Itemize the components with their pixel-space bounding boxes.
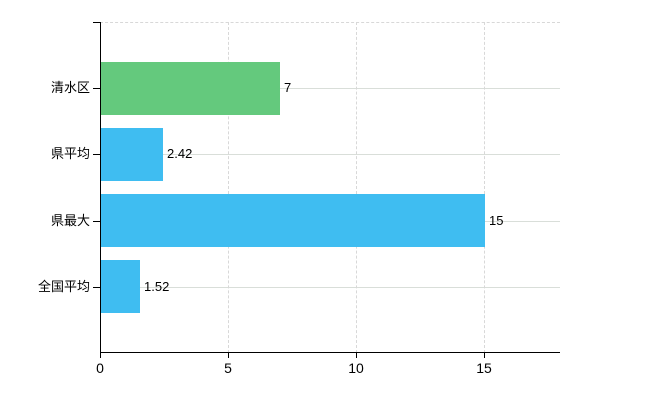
y-axis-end-tick [93, 22, 100, 23]
y-tick [93, 287, 100, 288]
category-label-全国平均: 全国平均 [37, 279, 90, 294]
y-tick [93, 88, 100, 89]
bar-value-label: 15 [489, 213, 504, 228]
bar-value-label: 1.52 [144, 279, 170, 294]
h-gridline [100, 154, 560, 155]
v-gridline [484, 22, 485, 353]
category-label-県平均: 県平均 [50, 146, 90, 161]
plot-top-border [100, 22, 560, 23]
x-tick-label: 10 [348, 360, 364, 376]
x-tick [228, 353, 229, 358]
category-label-清水区: 清水区 [50, 80, 90, 95]
bar-value-label: 7 [284, 80, 292, 95]
v-gridline [356, 22, 357, 353]
x-tick [484, 353, 485, 358]
x-tick-label: 5 [224, 360, 232, 376]
category-label-県最大: 県最大 [50, 213, 90, 228]
bar-value-label: 2.42 [167, 146, 193, 161]
x-axis-line [100, 352, 560, 353]
y-tick [93, 221, 100, 222]
y-axis-line [100, 22, 101, 353]
x-tick-label: 15 [476, 360, 492, 376]
y-tick [93, 154, 100, 155]
bar-県最大 [101, 194, 485, 247]
x-tick-label: 0 [96, 360, 104, 376]
bar-清水区 [101, 62, 280, 115]
bar-県平均 [101, 128, 163, 181]
h-gridline [100, 287, 560, 288]
bar-全国平均 [101, 260, 140, 313]
x-tick [100, 353, 101, 358]
h-gridline [100, 88, 560, 89]
v-gridline [228, 22, 229, 353]
plot-area: 7 2.42 15 1.52 [100, 22, 560, 353]
x-tick [356, 353, 357, 358]
